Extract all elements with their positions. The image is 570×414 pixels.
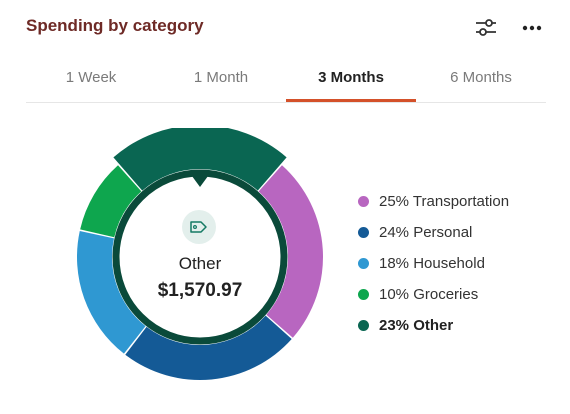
donut-slice-personal[interactable] (125, 315, 292, 380)
more-options-button[interactable] (518, 14, 546, 42)
legend-item-transportation[interactable]: 25% Transportation (358, 186, 558, 217)
legend-label: 10% Groceries (379, 286, 479, 303)
filter-button[interactable] (472, 14, 500, 42)
donut-slice-groceries[interactable] (80, 165, 142, 238)
donut-slice-other[interactable] (113, 128, 287, 191)
legend-label: 25% Transportation (379, 193, 510, 210)
tab-1-week[interactable]: 1 Week (65, 69, 117, 86)
tab-6-months[interactable]: 6 Months (450, 69, 512, 86)
legend-item-groceries[interactable]: 10% Groceries (358, 279, 558, 310)
card-header: Spending by category (26, 14, 546, 42)
period-tabs: 1 Week 1 Month 3 Months 6 Months (26, 54, 546, 103)
card-title: Spending by category (26, 16, 204, 35)
legend-dot (358, 227, 369, 238)
legend-dot (358, 320, 369, 331)
legend-dot (358, 258, 369, 269)
legend-item-other[interactable]: 23% Other (358, 310, 558, 341)
legend-item-personal[interactable]: 24% Personal (358, 217, 558, 248)
legend-dot (358, 196, 369, 207)
sliders-icon (476, 19, 496, 36)
more-horizontal-icon (522, 25, 542, 31)
donut-slice-household[interactable] (77, 231, 146, 354)
legend-item-household[interactable]: 18% Household (358, 248, 558, 279)
legend-dot (358, 289, 369, 300)
donut-slice-transportation[interactable] (258, 165, 323, 338)
legend: 25% Transportation 24% Personal 18% Hous… (358, 186, 558, 341)
tab-1-month[interactable]: 1 Month (193, 69, 249, 86)
tab-3-months[interactable]: 3 Months (286, 54, 416, 102)
selection-pointer (189, 172, 211, 187)
selection-ring (112, 169, 288, 345)
donut-chart (77, 128, 323, 380)
legend-label: 23% Other (379, 317, 454, 334)
legend-label: 24% Personal (379, 224, 473, 241)
legend-label: 18% Household (379, 255, 485, 272)
